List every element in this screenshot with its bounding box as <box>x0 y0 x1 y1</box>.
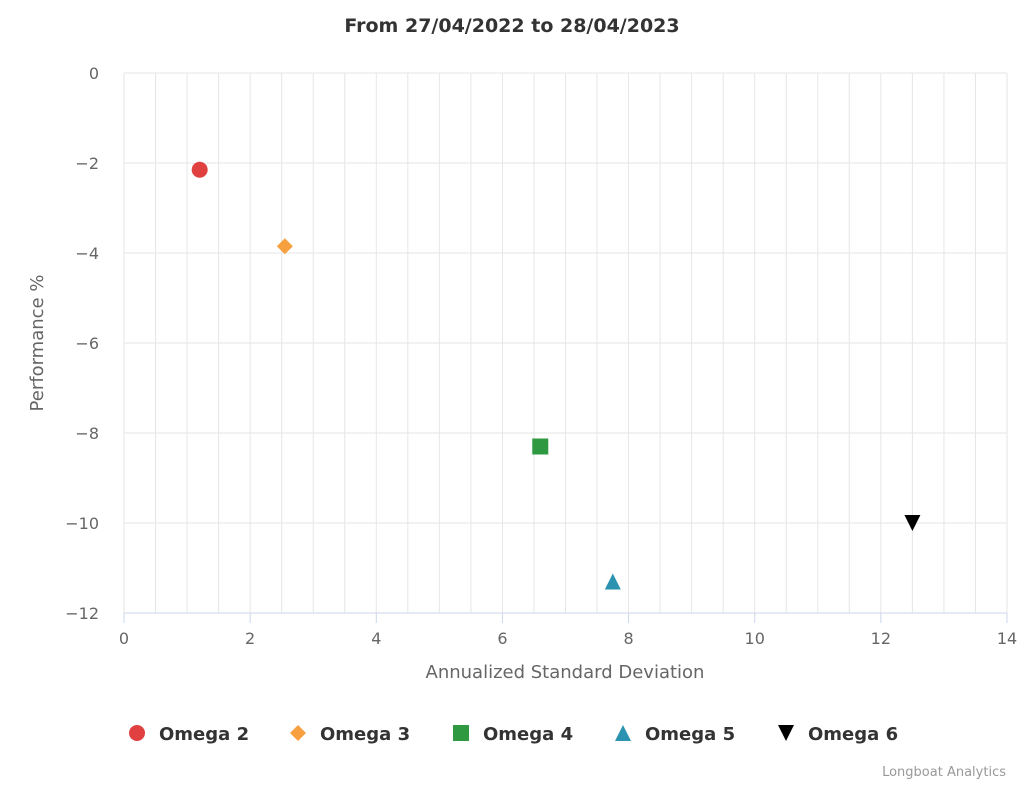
y-tick-labels: 0 −2 −4 −6 −8 −10 −12 <box>65 64 99 623</box>
x-tick-label: 8 <box>623 629 633 648</box>
grid-lines <box>123 72 1008 613</box>
legend-item-omega-5[interactable]: Omega 5 <box>615 724 735 745</box>
x-tick-label: 12 <box>871 629 891 648</box>
point-omega-2[interactable] <box>191 161 208 178</box>
y-axis-title: Performance % <box>27 275 48 412</box>
y-tick-label: −8 <box>75 424 99 443</box>
y-tick-label: −2 <box>75 154 99 173</box>
legend-label-omega-4: Omega 4 <box>483 724 573 745</box>
chart-credit[interactable]: Longboat Analytics <box>882 765 1006 780</box>
x-tick-label: 2 <box>245 629 255 648</box>
y-tick-label: −6 <box>75 334 99 353</box>
legend-label-omega-3: Omega 3 <box>320 724 410 745</box>
legend-symbol-omega-6[interactable] <box>778 725 794 741</box>
x-tick-label: 6 <box>497 629 507 648</box>
x-tick-label: 4 <box>371 629 381 648</box>
point-omega-6[interactable] <box>904 515 921 531</box>
point-omega-3[interactable] <box>276 238 293 255</box>
y-tick-label: −10 <box>65 514 99 533</box>
legend-item-omega-6[interactable]: Omega 6 <box>778 724 898 745</box>
x-tick-label: 10 <box>745 629 765 648</box>
legend-symbol-omega-5[interactable] <box>615 725 631 741</box>
legend-label-omega-6: Omega 6 <box>808 724 898 745</box>
x-tick-label: 0 <box>119 629 129 648</box>
y-tick-label: 0 <box>89 64 99 83</box>
x-axis-title: Annualized Standard Deviation <box>426 662 705 683</box>
legend-symbol-omega-2[interactable] <box>129 725 145 741</box>
point-omega-4[interactable] <box>532 438 549 455</box>
y-tick-label: −12 <box>65 604 99 623</box>
x-tick-labels: 0 2 4 6 8 10 12 14 <box>119 613 1017 648</box>
legend-symbol-omega-4[interactable] <box>453 725 469 741</box>
y-tick-label: −4 <box>75 244 99 263</box>
data-points <box>191 161 921 590</box>
legend-item-omega-2[interactable]: Omega 2 <box>129 724 249 745</box>
legend-item-omega-4[interactable]: Omega 4 <box>453 724 573 745</box>
legend: Omega 2 Omega 3 Omega 4 Omega 5 Omega 6 <box>129 724 898 745</box>
legend-label-omega-5: Omega 5 <box>645 724 735 745</box>
point-omega-5[interactable] <box>604 573 621 590</box>
x-tick-label: 14 <box>997 629 1017 648</box>
chart-title: From 27/04/2022 to 28/04/2023 <box>344 15 679 37</box>
legend-label-omega-2: Omega 2 <box>159 724 249 745</box>
legend-symbol-omega-3[interactable] <box>290 725 306 741</box>
legend-item-omega-3[interactable]: Omega 3 <box>290 724 410 745</box>
